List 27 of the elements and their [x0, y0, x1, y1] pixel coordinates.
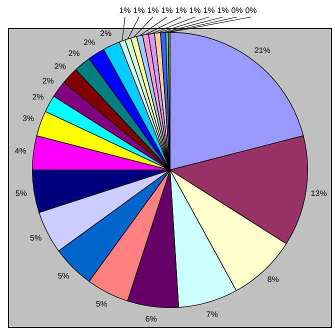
data-label: 1%	[133, 6, 145, 16]
data-label: 2%	[42, 76, 54, 86]
data-label: 7%	[206, 310, 218, 319]
data-label: 5%	[58, 272, 70, 281]
data-label: 2%	[54, 62, 66, 72]
data-label: 21%	[254, 46, 270, 56]
data-label: 6%	[145, 314, 157, 324]
data-label: 2%	[32, 92, 44, 102]
data-label: 5%	[15, 188, 27, 198]
data-label: 5%	[96, 299, 108, 308]
data-label: 5%	[30, 234, 42, 243]
data-label: 13%	[310, 188, 327, 198]
data-label: 0%	[245, 6, 257, 16]
data-label: 0%	[231, 6, 243, 16]
data-label: 3%	[22, 114, 34, 124]
data-label: 1%	[175, 6, 187, 16]
data-label: 8%	[267, 275, 279, 284]
data-label: 1%	[189, 6, 201, 16]
data-label: 1%	[217, 6, 229, 16]
data-label: 1%	[147, 6, 159, 16]
data-label: 2%	[83, 38, 96, 48]
data-label: 1%	[161, 6, 173, 16]
data-label: 1%	[203, 6, 215, 16]
data-label: 2%	[68, 49, 80, 58]
data-label: 2%	[100, 28, 112, 38]
data-label: 4%	[14, 146, 26, 156]
data-label: 1%	[119, 6, 131, 16]
